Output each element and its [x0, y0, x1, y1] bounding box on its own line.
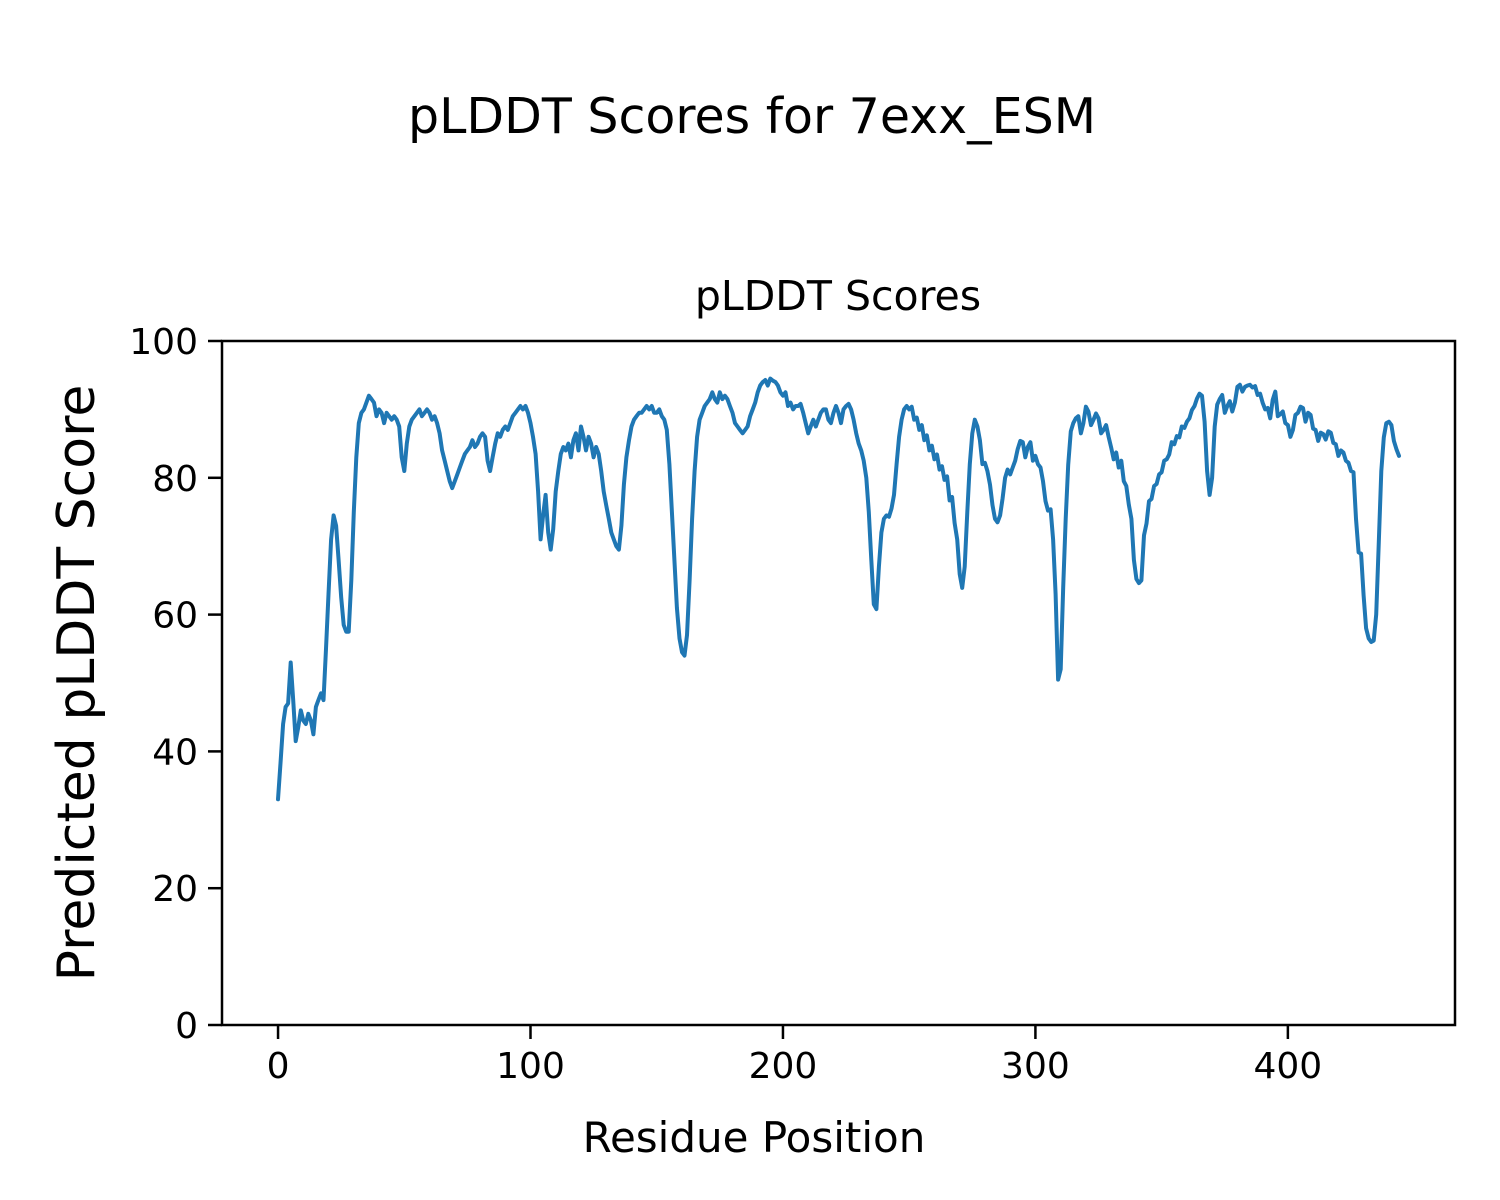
y-tick-label: 100: [129, 322, 198, 363]
y-tick-label: 40: [152, 732, 198, 773]
y-axis-label: Predicted pLDDT Score: [47, 384, 107, 982]
plot-frame: [220, 339, 1457, 1027]
y-ticks: [208, 339, 222, 1027]
y-tick-label: 80: [152, 459, 198, 500]
figure-title: pLDDT Scores for 7exx_ESM: [408, 88, 1096, 145]
y-tick-label: 60: [152, 596, 198, 637]
x-tick-label: 300: [1001, 1046, 1070, 1087]
x-tick-label: 400: [1254, 1046, 1323, 1087]
y-tick-labels: 0 20 40 60 80 100: [129, 322, 198, 1047]
x-tick-labels: 0 100 200 300 400: [267, 1046, 1323, 1087]
x-axis-label: Residue Position: [582, 1113, 926, 1162]
x-ticks: [276, 1025, 1290, 1039]
plddt-line: [276, 376, 1401, 802]
x-tick-label: 0: [267, 1046, 290, 1087]
x-tick-label: 100: [496, 1046, 565, 1087]
x-tick-label: 200: [749, 1046, 818, 1087]
axes-title: pLDDT Scores: [694, 272, 982, 320]
y-tick-label: 0: [175, 1006, 198, 1047]
y-tick-label: 20: [152, 869, 198, 910]
